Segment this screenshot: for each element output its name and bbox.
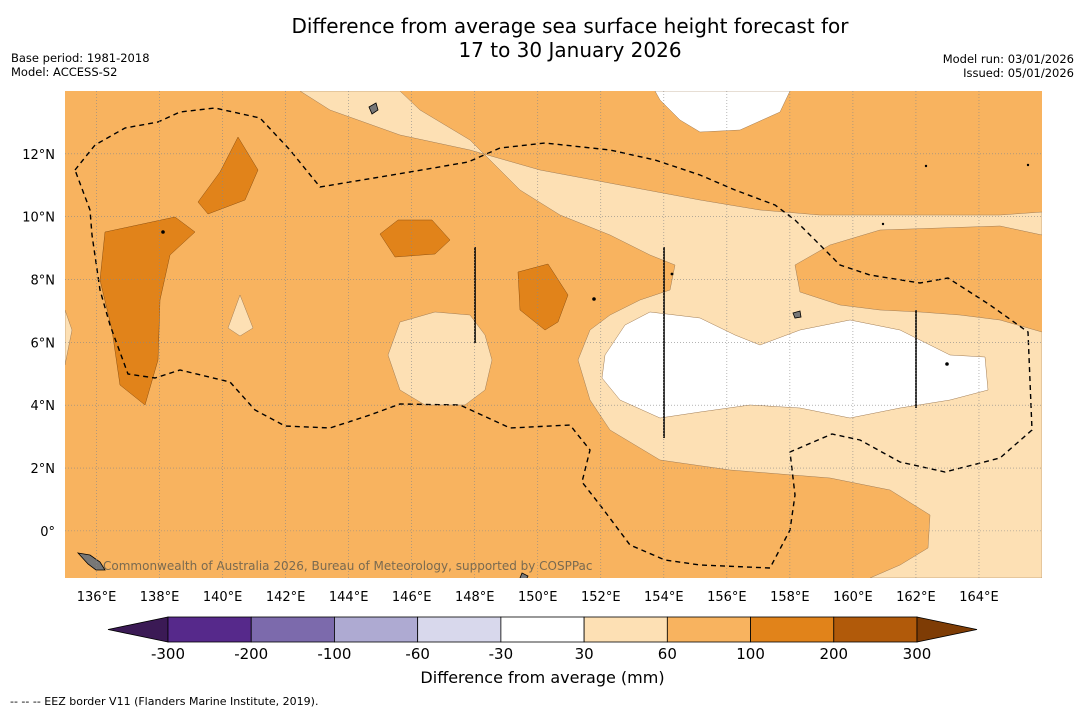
latitude-label: 10°N xyxy=(22,211,55,226)
island-shape xyxy=(368,102,379,115)
island-shape xyxy=(519,572,529,578)
colorbar-segment xyxy=(500,616,585,643)
eez-border-line xyxy=(74,107,1033,569)
colorbar-extend-min xyxy=(107,616,169,643)
colorbar-tick-label: 60 xyxy=(658,645,677,663)
longitude-label: 156°E xyxy=(707,590,747,605)
longitude-label: 148°E xyxy=(455,590,495,605)
meta-right: Model run: 03/01/2026 Issued: 05/01/2026 xyxy=(943,52,1074,80)
colorbar-tick-label: 30 xyxy=(575,645,594,663)
island-dot xyxy=(945,362,949,366)
latitude-label: 8°N xyxy=(31,274,56,289)
longitude-label: 164°E xyxy=(959,590,999,605)
map-credit-text: Commonwealth of Australia 2026, Bureau o… xyxy=(103,559,593,573)
page-title: Difference from average sea surface heig… xyxy=(0,14,1085,62)
colorbar: -300 -200 -100 -60 -30 30 60 100 200 300 xyxy=(107,616,978,663)
colorbar-segment xyxy=(250,616,335,643)
longitude-labels: 136°E 138°E 140°E 142°E 144°E 146°E 148°E 150°E… xyxy=(77,590,999,605)
colorbar-tick-label: 200 xyxy=(819,645,848,663)
latitude-label: 12°N xyxy=(22,148,55,163)
island-dot xyxy=(1026,163,1030,167)
island-dot xyxy=(161,230,165,234)
longitude-label: 136°E xyxy=(77,590,117,605)
colorbar-tick-label: 100 xyxy=(736,645,765,663)
colorbar-tick-label: -200 xyxy=(234,645,268,663)
model-run: Model run: 03/01/2026 xyxy=(942,52,1074,66)
longitude-label: 144°E xyxy=(329,590,369,605)
latitude-labels: 12°N 10°N 8°N 6°N 4°N 2°N 0° xyxy=(22,148,55,540)
base-period: Base period: 1981-2018 xyxy=(11,51,150,65)
latitude-label: 6°N xyxy=(31,336,56,351)
colorbar-segment xyxy=(167,616,252,643)
colorbar-label: Difference from average (mm) xyxy=(420,668,665,687)
colorbar-segment xyxy=(583,616,668,643)
title-line-2: 17 to 30 January 2026 xyxy=(458,38,682,62)
anomaly-neutral-region-east xyxy=(601,311,989,419)
anomaly-100-200-region-centre xyxy=(379,219,451,258)
anomaly-neutral-region-north xyxy=(654,91,791,133)
latitude-label: 0° xyxy=(40,525,55,540)
colorbar-segment xyxy=(334,616,419,643)
colorbar-tick-label: -60 xyxy=(405,645,430,663)
longitude-label: 138°E xyxy=(140,590,180,605)
longitude-label: 162°E xyxy=(896,590,936,605)
colorbar-segment xyxy=(417,616,502,643)
longitude-label: 158°E xyxy=(770,590,810,605)
meta-left: Base period: 1981-2018 Model: ACCESS-S2 xyxy=(11,51,150,79)
longitude-label: 140°E xyxy=(203,590,243,605)
island-shape xyxy=(792,310,802,319)
anomaly-30-60-region-small xyxy=(227,294,254,337)
island-dot xyxy=(924,164,928,168)
colorbar-segment xyxy=(666,616,751,643)
longitude-label: 142°E xyxy=(266,590,306,605)
longitude-label: 160°E xyxy=(833,590,873,605)
anomaly-100-200-region-northwest xyxy=(197,136,259,215)
colorbar-segment xyxy=(750,616,835,643)
island-shape xyxy=(76,552,106,571)
island-dot xyxy=(670,272,674,276)
anomaly-100-200-region-east xyxy=(517,263,569,331)
anomaly-30-60-region-centre xyxy=(387,311,493,406)
latitude-label: 2°N xyxy=(31,462,56,477)
colorbar-tick-label: -30 xyxy=(489,645,514,663)
graticule xyxy=(65,91,1042,578)
colorbar-tick-label: -300 xyxy=(151,645,185,663)
colorbar-tick-label: 300 xyxy=(903,645,932,663)
anomaly-100-200-region-west xyxy=(99,216,196,406)
colorbar-extend-max xyxy=(916,616,978,643)
model-name: Model: ACCESS-S2 xyxy=(11,65,118,79)
issued-date: Issued: 05/01/2026 xyxy=(963,66,1074,80)
longitude-label: 146°E xyxy=(392,590,432,605)
longitude-label: 152°E xyxy=(581,590,621,605)
island-dot xyxy=(592,297,596,301)
footnote: -- -- -- EEZ border V11 (Flanders Marine… xyxy=(10,695,319,708)
latitude-label: 4°N xyxy=(31,399,56,414)
longitude-label: 150°E xyxy=(518,590,558,605)
longitude-label: 154°E xyxy=(644,590,684,605)
island-dot xyxy=(881,222,885,226)
anomaly-30-60-region-west-edge xyxy=(65,309,73,366)
title-line-1: Difference from average sea surface heig… xyxy=(291,14,849,38)
colorbar-segment xyxy=(833,616,918,643)
colorbar-tick-label: -100 xyxy=(317,645,351,663)
